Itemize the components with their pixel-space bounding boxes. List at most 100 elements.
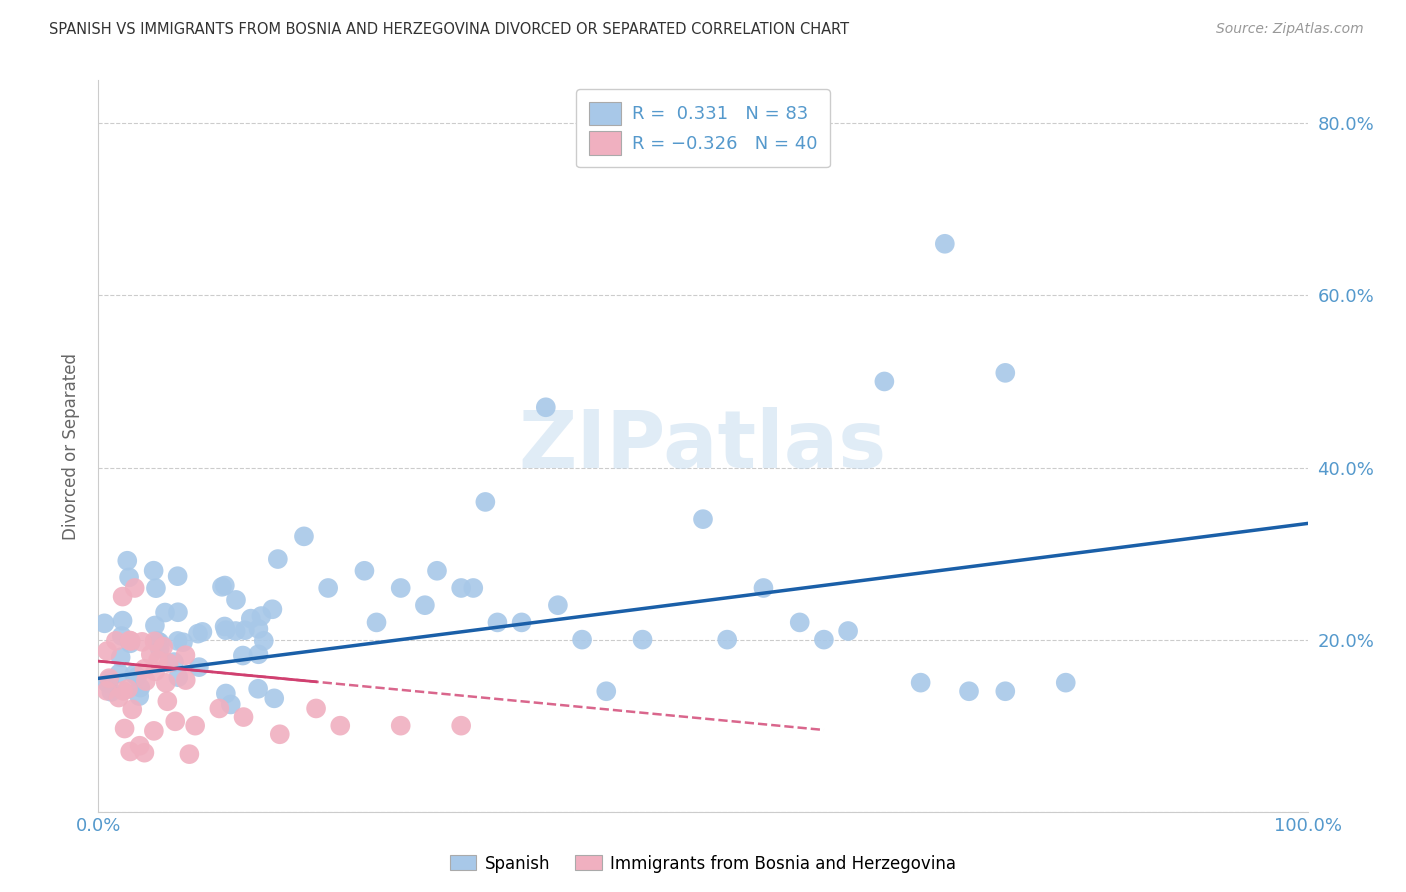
Point — [157, 656, 180, 670]
Point — [146, 653, 169, 667]
Point — [128, 689, 150, 703]
Point — [208, 701, 231, 715]
Point — [250, 609, 273, 624]
Legend: R =  0.331   N = 83, R = −0.326   N = 40: R = 0.331 N = 83, R = −0.326 N = 40 — [576, 89, 830, 168]
Point — [179, 747, 201, 761]
Point — [142, 564, 165, 578]
Point — [389, 719, 412, 733]
Point — [450, 719, 472, 733]
Point — [366, 615, 388, 630]
Point — [166, 634, 188, 648]
Point — [118, 633, 141, 648]
Point — [120, 744, 142, 758]
Point — [329, 719, 352, 733]
Point — [389, 581, 412, 595]
Point — [134, 662, 156, 676]
Point — [413, 598, 436, 612]
Point — [118, 570, 141, 584]
Point — [910, 675, 932, 690]
Point — [156, 694, 179, 708]
Point — [120, 636, 142, 650]
Point — [153, 606, 176, 620]
Point — [571, 632, 593, 647]
Point — [143, 665, 166, 679]
Point — [149, 641, 172, 656]
Point — [142, 723, 165, 738]
Point — [93, 616, 115, 631]
Point — [152, 640, 174, 654]
Point — [112, 684, 135, 698]
Point — [122, 667, 145, 681]
Point — [450, 581, 472, 595]
Point — [934, 236, 956, 251]
Point — [837, 624, 859, 638]
Point — [547, 598, 569, 612]
Point — [262, 602, 284, 616]
Point — [128, 739, 150, 753]
Point — [215, 686, 238, 700]
Point — [994, 366, 1017, 380]
Point — [187, 660, 209, 674]
Point — [134, 746, 156, 760]
Point — [187, 626, 209, 640]
Point — [108, 666, 131, 681]
Point — [104, 633, 127, 648]
Point — [172, 635, 194, 649]
Point — [215, 624, 238, 638]
Point — [155, 675, 177, 690]
Point — [96, 683, 118, 698]
Point — [534, 401, 557, 415]
Point — [174, 648, 197, 663]
Point — [139, 648, 162, 662]
Point — [873, 375, 896, 389]
Point — [117, 681, 139, 696]
Point — [510, 615, 533, 630]
Text: ZIPatlas: ZIPatlas — [519, 407, 887, 485]
Point — [98, 673, 121, 687]
Point — [143, 618, 166, 632]
Point — [111, 629, 134, 643]
Point — [146, 634, 169, 648]
Point — [316, 581, 339, 595]
Point — [225, 593, 247, 607]
Point — [110, 650, 132, 665]
Point — [165, 714, 187, 729]
Point — [117, 554, 139, 568]
Point — [269, 727, 291, 741]
Point — [111, 590, 134, 604]
Point — [426, 564, 449, 578]
Point — [143, 634, 166, 648]
Point — [174, 673, 197, 687]
Point — [631, 632, 654, 647]
Point — [1054, 675, 1077, 690]
Point — [211, 580, 233, 594]
Point — [957, 684, 980, 698]
Point — [692, 512, 714, 526]
Point — [98, 671, 121, 685]
Point — [184, 719, 207, 733]
Point — [191, 624, 214, 639]
Point — [107, 690, 129, 705]
Point — [120, 634, 142, 648]
Point — [247, 681, 270, 696]
Point — [813, 632, 835, 647]
Point — [353, 564, 375, 578]
Point — [114, 722, 136, 736]
Y-axis label: Divorced or Separated: Divorced or Separated — [62, 352, 80, 540]
Point — [111, 614, 134, 628]
Point — [263, 691, 285, 706]
Point — [305, 701, 328, 715]
Text: SPANISH VS IMMIGRANTS FROM BOSNIA AND HERZEGOVINA DIVORCED OR SEPARATED CORRELAT: SPANISH VS IMMIGRANTS FROM BOSNIA AND HE… — [49, 22, 849, 37]
Point — [486, 615, 509, 630]
Point — [267, 552, 290, 566]
Point — [233, 624, 256, 638]
Point — [994, 684, 1017, 698]
Legend: Spanish, Immigrants from Bosnia and Herzegovina: Spanish, Immigrants from Bosnia and Herz… — [443, 848, 963, 880]
Point — [121, 702, 143, 716]
Point — [145, 581, 167, 595]
Point — [100, 685, 122, 699]
Point — [214, 619, 236, 633]
Point — [214, 578, 236, 592]
Point — [253, 633, 276, 648]
Point — [97, 676, 120, 690]
